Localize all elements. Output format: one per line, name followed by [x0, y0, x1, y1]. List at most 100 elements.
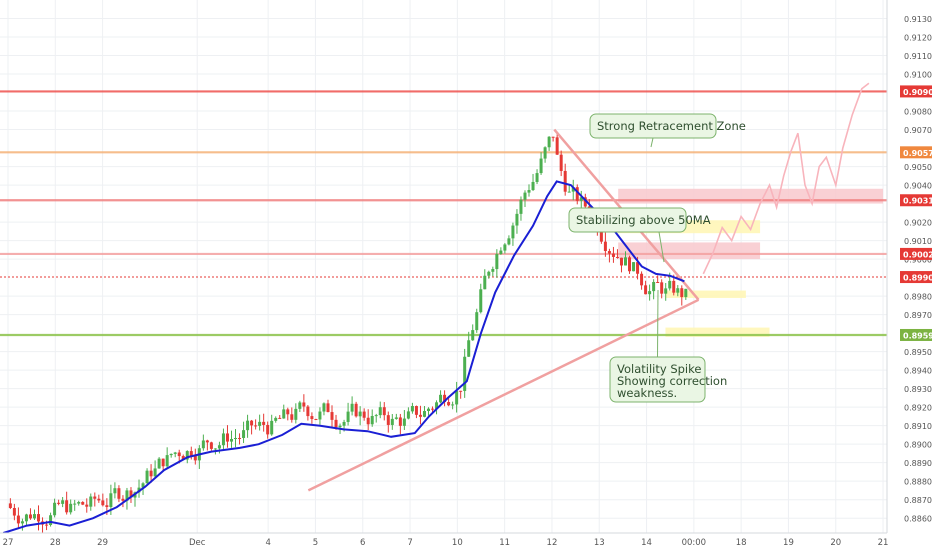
candles [8, 134, 688, 534]
candle-body [338, 425, 342, 428]
candle-body [390, 418, 394, 425]
candle-body [394, 417, 398, 419]
candle-body [459, 390, 463, 392]
candle-body [547, 136, 551, 148]
candle-body [234, 437, 238, 440]
candle-body [370, 415, 374, 425]
candle-body [145, 470, 149, 484]
candle-body [607, 251, 611, 254]
candle-body [575, 187, 579, 201]
candle-body [37, 514, 41, 522]
candle-body [431, 408, 435, 410]
price-badge [900, 247, 932, 260]
x-tick-label: 7 [407, 538, 412, 548]
candle-body [330, 412, 334, 420]
candle-body [274, 417, 278, 421]
candle-body [97, 498, 101, 501]
candle-body [53, 502, 57, 516]
zone-box [618, 242, 761, 260]
candle-body [354, 403, 358, 417]
candle-body [278, 417, 282, 419]
candle-body [12, 507, 16, 516]
candle-body [410, 406, 414, 412]
candle-body [402, 418, 406, 426]
candle-body [543, 147, 547, 159]
candle-body [535, 173, 539, 182]
candle-body [660, 282, 664, 294]
candle-body [495, 254, 499, 270]
candle-body [322, 403, 326, 412]
candle-body [217, 445, 221, 449]
candle-body [290, 414, 294, 420]
candle-body [499, 250, 503, 255]
x-tick-label: 21 [878, 538, 889, 548]
candle-body [153, 468, 157, 477]
candle-body [619, 257, 623, 266]
candle-body [28, 514, 32, 519]
x-tick-label: 10 [452, 538, 463, 548]
candle-body [362, 411, 366, 418]
price-badge [900, 146, 932, 159]
candle-body [57, 502, 61, 504]
annotation-callout: Stabilizing above 50MA [568, 207, 711, 263]
candle-body [346, 411, 350, 422]
candle-body [603, 241, 607, 252]
candle-body [378, 407, 382, 416]
candle-body [551, 136, 555, 138]
candle-body [350, 403, 354, 412]
x-tick-label: 4 [265, 538, 270, 548]
price-badge-label: 0.90318 [903, 197, 932, 206]
candle-body [342, 421, 346, 426]
time-axis [0, 533, 932, 550]
candle-body [109, 493, 113, 508]
candle-body [77, 501, 81, 504]
candle-body [451, 404, 455, 406]
annotation-text: Showing correction [617, 374, 727, 388]
candle-body [129, 490, 133, 498]
candle-body [418, 414, 422, 417]
candle-body [672, 280, 676, 293]
candle-body [455, 390, 459, 405]
price-badge-label: 0.89590 [903, 331, 932, 340]
x-tick-label: 11 [499, 538, 510, 548]
candle-body [209, 442, 213, 449]
candle-body [398, 417, 402, 426]
candle-body [254, 425, 258, 427]
candle-body [225, 433, 229, 442]
candle-body [45, 524, 49, 526]
candle-body [334, 419, 338, 428]
candle-body [73, 503, 77, 505]
annotation-box [568, 207, 687, 233]
candle-body [426, 408, 430, 412]
candle-body [579, 197, 583, 201]
candle-body [310, 416, 314, 420]
candle-body [242, 430, 246, 438]
candle-body [201, 440, 205, 449]
candle-body [471, 330, 475, 341]
candle-body [326, 403, 330, 413]
candle-body [523, 192, 527, 200]
candle-body [262, 421, 266, 425]
candle-body [173, 452, 177, 454]
x-tick-label: 12 [547, 538, 558, 548]
price-badge [900, 328, 932, 341]
x-tick-label: 00:00 [682, 538, 707, 548]
candle-body [165, 455, 169, 467]
x-tick-label: 28 [50, 538, 61, 548]
candle-body [286, 409, 290, 415]
candle-body [157, 458, 161, 469]
candle-body [668, 280, 672, 289]
candle-body [250, 420, 254, 426]
candle-body [213, 448, 217, 450]
